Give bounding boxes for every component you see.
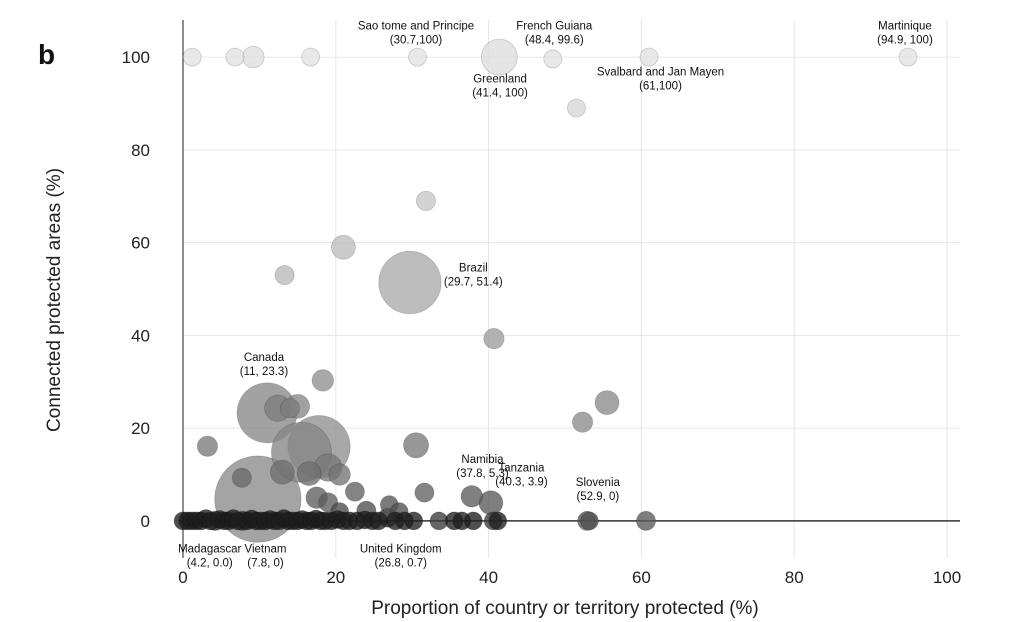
data-point (594, 390, 620, 416)
point-annotation: Sao tome and Principe (30.7,100) (358, 20, 474, 46)
data-point (311, 369, 335, 392)
x-tick-label: 20 (326, 568, 345, 587)
data-point (580, 511, 599, 531)
point-annotation: Brazil (29.7, 51.4) (444, 262, 503, 288)
y-tick-label: 100 (122, 48, 150, 67)
y-axis-title: Connected protected areas (%) (44, 168, 65, 432)
point-annotation: Slovenia (52.9, 0) (576, 477, 621, 503)
data-point (331, 234, 356, 260)
data-point (483, 328, 505, 350)
x-tick-label: 80 (785, 568, 804, 587)
y-tick-label: 60 (131, 234, 150, 253)
data-point (301, 47, 320, 67)
point-annotation: Namibia (37.8, 5.3) (456, 454, 509, 480)
point-annotation: Greenland (41.4, 100) (472, 74, 528, 100)
data-point (480, 38, 518, 76)
data-point (296, 461, 322, 486)
data-point (404, 511, 424, 531)
data-point (403, 432, 430, 459)
data-point (635, 510, 656, 531)
x-axis-title: Proportion of country or territory prote… (371, 598, 759, 619)
data-point (225, 47, 245, 67)
y-tick-label: 0 (141, 512, 150, 531)
tick-labels: 0 20 40 60 80 100 0 20 40 60 80 100 (122, 48, 962, 587)
point-annotation: Canada (11, 23.3) (240, 352, 289, 378)
data-point (242, 45, 265, 69)
point-annotation: United Kingdom (26.8, 0.7) (360, 543, 442, 569)
data-point (328, 463, 351, 486)
data-point (369, 511, 388, 531)
data-point (463, 511, 483, 531)
data-point (274, 265, 295, 286)
data-point (196, 435, 219, 457)
data-point (460, 485, 483, 508)
point-annotation: Tanzania (40.3, 3.9) (495, 462, 548, 488)
x-tick-label: 0 (178, 568, 187, 587)
data-point (269, 459, 295, 485)
y-tick-label: 40 (131, 326, 150, 345)
data-point (567, 98, 586, 118)
x-tick-label: 100 (933, 568, 961, 587)
data-point (231, 467, 252, 488)
panel-label: b (38, 39, 55, 70)
data-point (898, 47, 918, 67)
data-point (543, 49, 563, 69)
data-point (415, 190, 436, 211)
data-point (488, 511, 508, 531)
data-point (639, 47, 659, 67)
x-tick-label: 60 (632, 568, 651, 587)
annotations: Sao tome and Principe (30.7,100) French Gu… (178, 20, 933, 569)
data-point (571, 411, 594, 433)
data-point (408, 47, 427, 67)
y-tick-label: 20 (131, 419, 150, 438)
data-point (378, 250, 442, 315)
point-annotation: Martinique (94.9, 100) (877, 20, 933, 46)
data-point (344, 481, 365, 502)
x-tick-label: 40 (479, 568, 498, 587)
data-point (279, 398, 300, 419)
point-annotation: Svalbard and Jan Mayen (61,100) (597, 67, 724, 93)
data-point (414, 482, 435, 503)
point-annotation: Madagascar (4.2, 0.0) (178, 543, 241, 569)
data-points (173, 38, 918, 543)
point-annotation: Vietnam (7.8, 0) (245, 543, 287, 569)
data-point (182, 47, 202, 67)
point-annotation: French Guiana (48.4, 99.6) (516, 20, 593, 46)
y-tick-label: 80 (131, 141, 150, 160)
